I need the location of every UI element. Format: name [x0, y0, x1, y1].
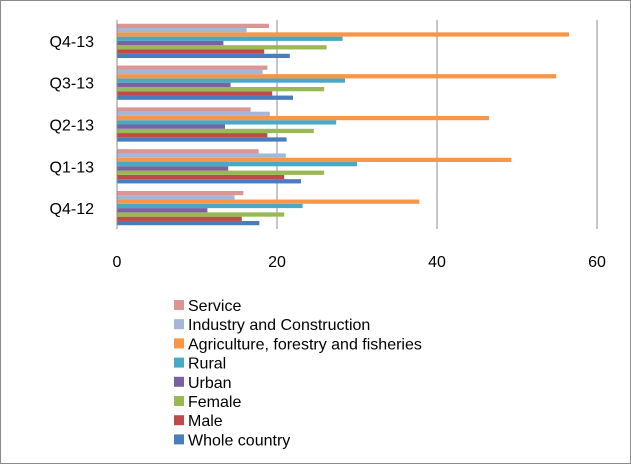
bar-male-q4-12 [117, 216, 242, 221]
x-axis-tick-labels: 0 20 40 60 [113, 254, 606, 271]
legend-label: Male [188, 413, 223, 430]
bar-urban-q4-13 [117, 40, 224, 46]
bar-rural-q4-13 [117, 36, 343, 41]
legend-swatch [174, 357, 184, 368]
legend-item-whole-country: Whole country [174, 432, 290, 449]
legend-swatch [174, 434, 184, 445]
legend-item-female: Female [174, 394, 241, 411]
bars [117, 23, 569, 226]
legend-swatch [174, 300, 184, 310]
bar-male-q2-13 [117, 133, 268, 138]
bar-industry-and-construction-q2-13 [117, 111, 270, 116]
bar-male-q3-13 [117, 91, 273, 96]
legend-label: Industry and Construction [188, 317, 370, 334]
bar-industry-and-construction-q4-12 [117, 195, 235, 200]
bar-urban-q4-12 [117, 208, 208, 213]
bar-female-q4-12 [117, 212, 285, 217]
bar-rural-q1-13 [117, 162, 357, 167]
legend-label: Urban [188, 375, 232, 392]
bar-whole-country-q2-13 [117, 137, 287, 142]
legend-swatch [174, 319, 184, 330]
bar-female-q2-13 [117, 128, 314, 134]
x-tick-label-20: 20 [268, 254, 286, 271]
bar-whole-country-q1-13 [117, 179, 301, 184]
y-tick-label-q2-13: Q2-13 [50, 118, 95, 135]
bar-whole-country-q4-12 [117, 220, 260, 226]
legend-item-male: Male [174, 413, 223, 430]
legend-swatch [174, 376, 184, 387]
bar-agriculture-forestry-and-fisheries-q2-13 [117, 115, 489, 121]
bar-service-q4-12 [117, 190, 244, 196]
bar-service-q2-13 [117, 107, 251, 112]
legend-label: Rural [188, 356, 226, 373]
bar-female-q1-13 [117, 170, 325, 175]
bar-female-q3-13 [117, 86, 325, 92]
bar-agriculture-forestry-and-fisheries-q4-13 [117, 32, 569, 37]
legend-item-rural: Rural [174, 356, 226, 373]
bar-rural-q3-13 [117, 78, 345, 83]
bar-industry-and-construction-q4-13 [117, 28, 247, 33]
y-tick-label-q4-13: Q4-13 [50, 34, 95, 51]
y-tick-label-q1-13: Q1-13 [50, 159, 95, 176]
bar-group-Q2-13 [117, 107, 489, 142]
legend-swatch [174, 415, 184, 426]
bar-male-q4-13 [117, 49, 265, 54]
legend-item-urban: Urban [174, 375, 232, 392]
bar-agriculture-forestry-and-fisheries-q4-12 [117, 199, 420, 204]
legend-label: Service [188, 298, 241, 315]
bar-industry-and-construction-q1-13 [117, 153, 286, 158]
legend-label: Whole country [188, 432, 290, 449]
bar-group-Q4-12 [117, 190, 420, 226]
legend-label: Agriculture, forestry and fisheries [188, 336, 422, 353]
legend-label: Female [188, 394, 241, 411]
legend-item-service: Service [174, 298, 241, 315]
bar-male-q1-13 [117, 174, 285, 180]
bar-urban-q3-13 [117, 82, 231, 87]
y-tick-label-q4-12: Q4-12 [50, 201, 95, 218]
bar-service-q4-13 [117, 23, 269, 29]
legend-item-agriculture-forestry-and-fisheries: Agriculture, forestry and fisheries [174, 336, 422, 353]
bar-service-q3-13 [117, 65, 268, 70]
x-tick-label-60: 60 [588, 254, 606, 271]
bar-group-Q3-13 [117, 65, 557, 100]
bar-rural-q4-12 [117, 203, 303, 209]
bar-urban-q1-13 [117, 166, 229, 171]
bar-female-q4-13 [117, 45, 327, 50]
legend: Service Industry and Construction Agricult… [174, 298, 422, 449]
legend-item-industry-and-construction: Industry and Construction [174, 317, 370, 334]
bar-whole-country-q3-13 [117, 95, 293, 100]
bar-urban-q2-13 [117, 124, 225, 129]
x-tick-label-0: 0 [113, 254, 122, 271]
bar-rural-q2-13 [117, 120, 337, 125]
bar-group-Q1-13 [117, 149, 512, 184]
bar-service-q1-13 [117, 149, 259, 154]
y-axis-tick-labels: Q4-12 Q1-13 Q2-13 Q3-13 Q4-13 [50, 34, 95, 218]
legend-swatch [174, 396, 184, 406]
y-tick-label-q3-13: Q3-13 [50, 76, 95, 93]
bar-whole-country-q4-13 [117, 53, 290, 59]
x-tick-label-40: 40 [428, 254, 446, 271]
legend-swatch [174, 338, 184, 349]
bar-industry-and-construction-q3-13 [117, 69, 263, 75]
bar-agriculture-forestry-and-fisheries-q1-13 [117, 157, 512, 163]
bar-group-Q4-13 [117, 23, 569, 59]
bar-agriculture-forestry-and-fisheries-q3-13 [117, 74, 557, 79]
